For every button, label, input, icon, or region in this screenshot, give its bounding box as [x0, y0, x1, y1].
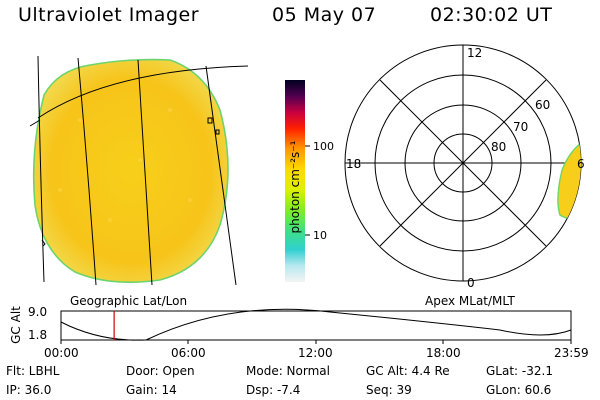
- time-label: 02:30:02 UT: [430, 4, 553, 26]
- timeline-frame: [60, 310, 572, 341]
- timeline-axis-label: GC Alt: [9, 306, 23, 344]
- glat-status: GLat: -32.1: [486, 364, 553, 378]
- timeline-tick-0000: 00:00: [44, 346, 79, 360]
- polar-grid: [344, 44, 582, 282]
- glon-status: GLon: 60.6: [486, 383, 552, 397]
- lat-label-70: 70: [513, 120, 529, 134]
- instrument-title: Ultraviolet Imager: [18, 4, 200, 26]
- timeline-ticks: [60, 340, 572, 344]
- mlt-label-18: 18: [346, 157, 362, 171]
- timeline-tick-1800: 18:00: [426, 346, 461, 360]
- date-label: 05 May 07: [272, 4, 377, 26]
- colorbar-tick-10: 10: [313, 229, 327, 242]
- geo-image-disk: [32, 58, 229, 284]
- mlt-label-6: 6: [577, 157, 585, 171]
- lat-label-80: 80: [491, 140, 507, 154]
- timeline-ymin: 1.8: [28, 328, 48, 342]
- altitude-curve: [60, 308, 572, 341]
- lat-label-60: 60: [535, 98, 551, 112]
- geo-grid: [29, 55, 249, 286]
- door-status: Door: Open: [126, 364, 195, 378]
- colorbar: [285, 80, 305, 282]
- dsp-status: Dsp: -7.4: [246, 383, 301, 397]
- mlt-label-0: 0: [467, 276, 475, 290]
- colorbar-tick-100: 100: [313, 140, 334, 153]
- colorbar-unit-label: photon cm⁻²s⁻¹: [288, 140, 302, 234]
- mlt-label-12: 12: [467, 46, 483, 60]
- geo-caption: Geographic Lat/Lon: [70, 294, 188, 308]
- gc-alt-status: GC Alt: 4.4 Re: [366, 364, 450, 378]
- timeline-tick-1200: 12:00: [298, 346, 333, 360]
- colorbar-ticks: [305, 145, 310, 236]
- mode-status: Mode: Normal: [246, 364, 330, 378]
- polar-aurora-patch: [557, 139, 581, 220]
- timeline-tick-0600: 06:00: [171, 346, 206, 360]
- seq-status: Seq: 39: [366, 383, 412, 397]
- timeline-ymax: 9.0: [28, 305, 48, 319]
- coastline: [41, 117, 220, 247]
- gain-status: Gain: 14: [126, 383, 177, 397]
- ip-status: IP: 36.0: [6, 383, 52, 397]
- timeline-tick-2359: 23:59: [554, 346, 589, 360]
- filter-status: Flt: LBHL: [6, 364, 60, 378]
- polar-caption: Apex MLat/MLT: [425, 294, 515, 308]
